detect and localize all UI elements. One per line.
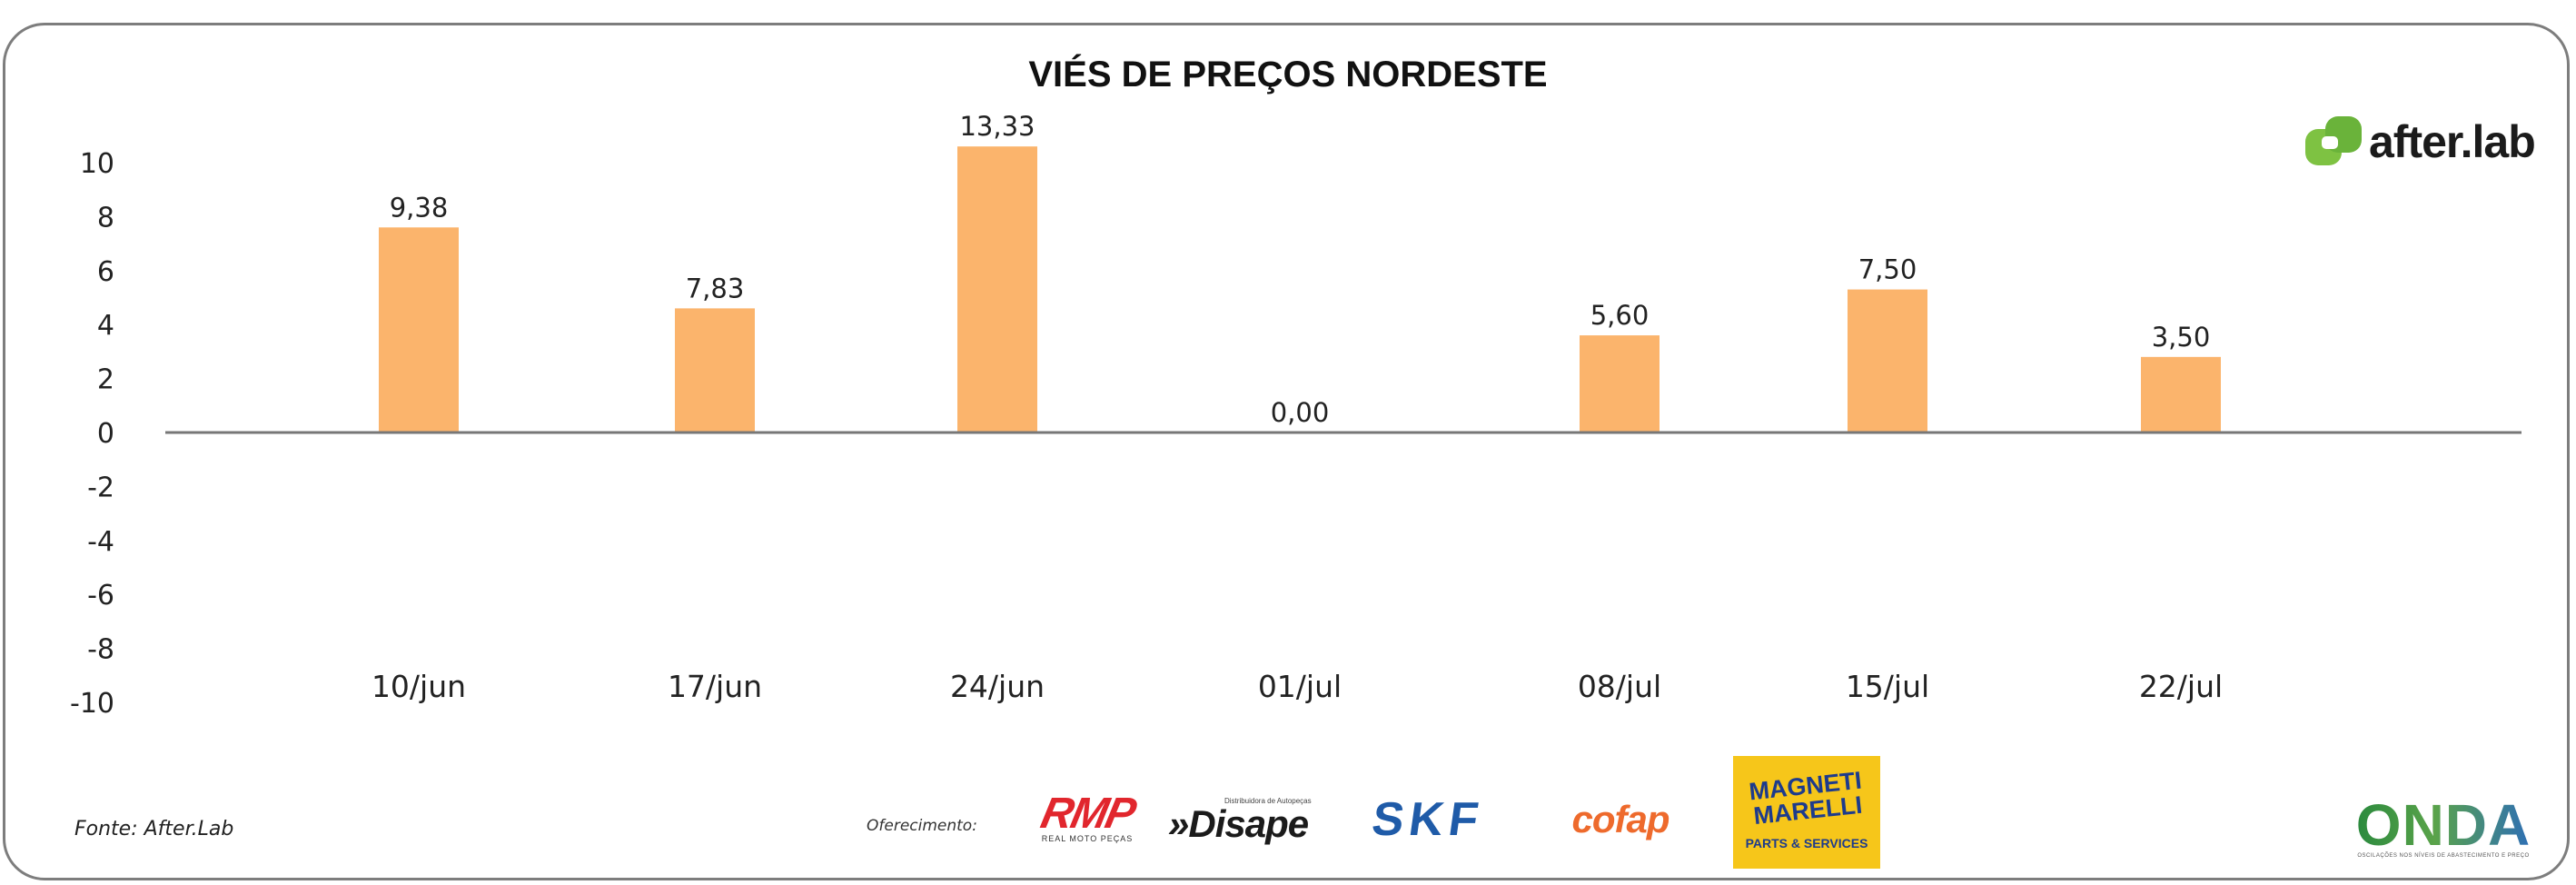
skf-logo: SKF [1344, 793, 1511, 846]
magneti-wordmark: MAGNETI MARELLI [1748, 766, 1864, 830]
x-tick-label: 10/jun [372, 669, 466, 704]
y-tick-label: -6 [87, 580, 114, 612]
afterlab-logo: after.lab [2305, 114, 2536, 169]
data-label: 9,38 [390, 192, 449, 223]
y-tick-label: 4 [97, 310, 114, 342]
rmp-wordmark: RMP [1036, 790, 1139, 838]
disape-wordmark: »Disape [1168, 801, 1309, 845]
bar-10-jun [379, 227, 459, 433]
y-tick-label: 10 [80, 148, 114, 180]
y-tick-label: -8 [87, 634, 114, 666]
chart-frame [3, 23, 2570, 880]
x-tick-label: 17/jun [668, 669, 762, 704]
x-tick-label: 08/jul [1578, 669, 1661, 704]
y-axis-ticks: 10 8 6 4 2 0 -2 -4 -6 -8 -10 [70, 148, 114, 720]
disape-logo: Distribuidora de Autopeças »Disape [1168, 792, 1324, 847]
chart-title: VIÉS DE PREÇOS NORDESTE [1028, 55, 1548, 94]
y-tick-label: 6 [97, 256, 114, 288]
y-tick-label: -4 [87, 526, 114, 558]
data-label: 13,33 [959, 111, 1035, 142]
data-label: 5,60 [1590, 300, 1650, 331]
rmp-subtitle: REAL MOTO PEÇAS [1041, 834, 1134, 843]
bar-17-jun [675, 308, 755, 433]
cofap-logo: cofap [1535, 794, 1706, 845]
data-labels: 9,38 7,83 13,33 0,00 5,60 7,50 3,50 [390, 111, 2211, 428]
x-tick-label: 15/jul [1846, 669, 1929, 704]
data-label: 7,83 [686, 273, 745, 303]
afterlab-mark-icon [2305, 114, 2369, 169]
y-tick-label: 0 [97, 418, 114, 450]
magneti-subtitle: PARTS & SERVICES [1745, 836, 1868, 850]
bar-15-jul [1848, 289, 1927, 433]
disape-subtitle: Distribuidora de Autopeças [1224, 796, 1312, 805]
data-label: 7,50 [1858, 254, 1917, 285]
magneti-marelli-logo: MAGNETI MARELLI PARTS & SERVICES [1733, 756, 1880, 869]
x-tick-label: 01/jul [1258, 669, 1342, 704]
data-label: 0,00 [1271, 397, 1330, 428]
afterlab-wordmark: after.lab [2369, 116, 2536, 167]
skf-wordmark: SKF [1368, 793, 1488, 846]
bar-22-jul [2141, 356, 2221, 433]
y-tick-label: -2 [87, 472, 114, 503]
bars [379, 146, 2221, 433]
x-tick-label: 22/jul [2139, 669, 2223, 704]
y-tick-label: 8 [97, 202, 114, 234]
data-label: 3,50 [2152, 322, 2211, 353]
onda-logo: ONDA OSCILAÇÕES NOS NÍVEIS DE ABASTECIME… [2351, 792, 2536, 863]
x-axis-ticks: 10/jun 17/jun 24/jun 01/jul 08/jul 15/jul 22/j… [372, 669, 2223, 704]
cofap-wordmark: cofap [1571, 798, 1669, 840]
y-tick-label: 2 [97, 364, 114, 396]
y-tick-label: -10 [70, 688, 114, 720]
bar-08-jul [1580, 335, 1660, 433]
x-tick-label: 24/jun [950, 669, 1045, 704]
rmp-logo: RMP REAL MOTO PEÇAS [1026, 790, 1148, 843]
onda-wordmark: ONDA [2355, 792, 2531, 858]
onda-subtitle: OSCILAÇÕES NOS NÍVEIS DE ABASTECIMENTO E… [2357, 853, 2530, 859]
sponsor-label: Oferecimento: [867, 817, 977, 835]
bar-24-jun [957, 146, 1037, 433]
source-note: Fonte: After.Lab [74, 818, 234, 840]
